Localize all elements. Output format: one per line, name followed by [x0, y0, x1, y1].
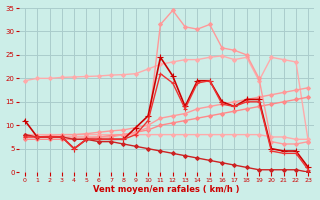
- X-axis label: Vent moyen/en rafales ( km/h ): Vent moyen/en rafales ( km/h ): [93, 185, 240, 194]
